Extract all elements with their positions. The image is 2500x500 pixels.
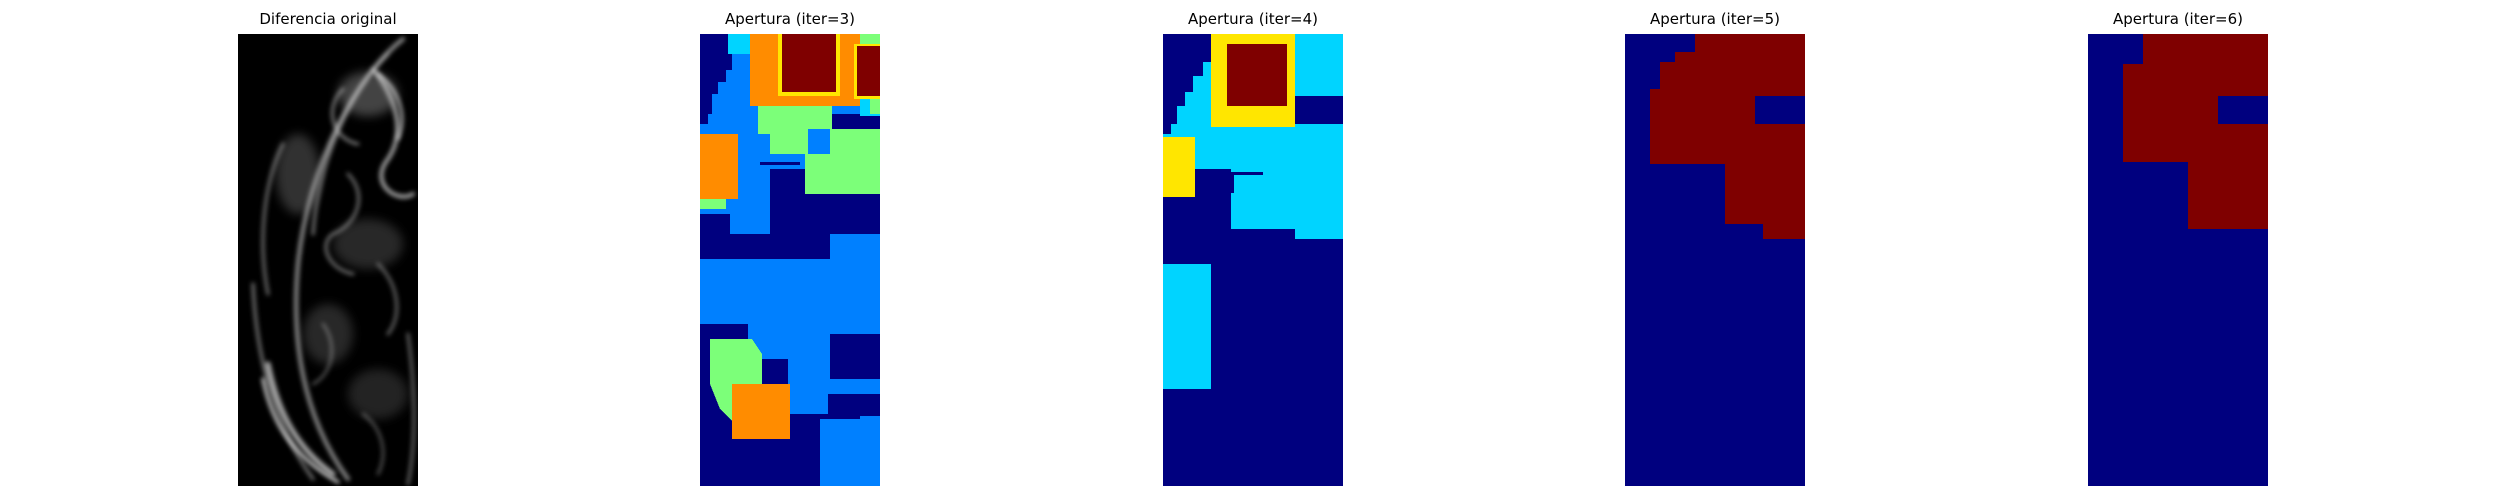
region-blue — [860, 416, 880, 486]
label-map-iter-3 — [700, 34, 880, 486]
region-dark-red — [2123, 34, 2268, 229]
region-dark-blue — [700, 214, 730, 259]
region-cyan — [1163, 34, 1343, 239]
ridge-structures — [251, 37, 416, 486]
soft-texture — [276, 72, 408, 419]
bright-edges — [261, 72, 404, 484]
label-map-iter-5 — [1625, 34, 1805, 486]
grayscale-image-svg — [238, 34, 418, 486]
region-dark-red — [1650, 34, 1805, 239]
label-map-iter-5-svg — [1625, 34, 1805, 486]
region-dark-blue — [748, 234, 830, 259]
region-dark-blue-line — [1231, 175, 1234, 193]
region-orange — [700, 134, 738, 199]
panel-title: Apertura (iter=3) — [725, 10, 855, 28]
panel-opening-iter-5: Apertura (iter=5) — [1625, 0, 1805, 500]
label-map-iter-6 — [2088, 34, 2268, 486]
panel-title: Apertura (iter=6) — [2113, 10, 2243, 28]
panel-opening-iter-3: Apertura (iter=3) — [700, 0, 880, 500]
panel-original-difference: Diferencia original — [238, 0, 418, 500]
region-dark-blue-line — [1223, 172, 1263, 175]
region-dark-red — [782, 34, 836, 92]
panel-opening-iter-4: Apertura (iter=4) — [1163, 0, 1343, 500]
panel-title: Apertura (iter=5) — [1650, 10, 1780, 28]
label-map-iter-4-svg — [1163, 34, 1343, 486]
region-blue — [827, 264, 880, 319]
grayscale-image — [238, 34, 418, 486]
label-map-iter-4 — [1163, 34, 1343, 486]
panel-title: Apertura (iter=4) — [1188, 10, 1318, 28]
region-dark-blue-line — [760, 162, 800, 165]
panel-title: Diferencia original — [259, 10, 397, 28]
region-blue — [820, 419, 860, 486]
region-blue — [808, 129, 830, 154]
region-orange — [732, 384, 790, 439]
label-map-iter-6-svg — [2088, 34, 2268, 486]
label-map-iter-3-svg — [700, 34, 880, 486]
region-yellow — [1163, 137, 1195, 197]
region-dark-red — [857, 46, 880, 96]
panel-opening-iter-6: Apertura (iter=6) — [2088, 0, 2268, 500]
region-cyan — [1163, 334, 1195, 389]
region-dark-red — [1227, 44, 1287, 106]
